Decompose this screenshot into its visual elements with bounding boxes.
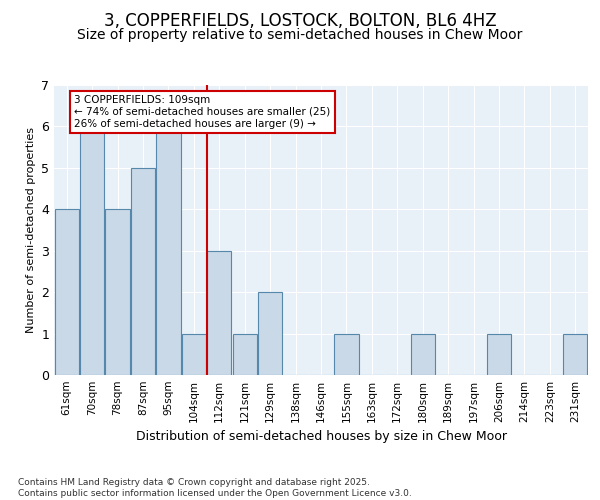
Bar [207,250,232,375]
Bar [157,126,181,375]
Bar [80,126,104,375]
Bar [233,334,257,375]
Bar [334,334,359,375]
Bar [106,210,130,375]
Bar [258,292,282,375]
Bar [563,334,587,375]
Bar [410,334,435,375]
Text: 3, COPPERFIELDS, LOSTOCK, BOLTON, BL6 4HZ: 3, COPPERFIELDS, LOSTOCK, BOLTON, BL6 4H… [104,12,496,30]
Bar [487,334,511,375]
Text: Contains HM Land Registry data © Crown copyright and database right 2025.
Contai: Contains HM Land Registry data © Crown c… [18,478,412,498]
Bar [182,334,206,375]
X-axis label: Distribution of semi-detached houses by size in Chew Moor: Distribution of semi-detached houses by … [136,430,506,444]
Text: Size of property relative to semi-detached houses in Chew Moor: Size of property relative to semi-detach… [77,28,523,42]
Text: 3 COPPERFIELDS: 109sqm
← 74% of semi-detached houses are smaller (25)
26% of sem: 3 COPPERFIELDS: 109sqm ← 74% of semi-det… [74,96,331,128]
Bar [131,168,155,375]
Y-axis label: Number of semi-detached properties: Number of semi-detached properties [26,127,35,333]
Bar [55,210,79,375]
